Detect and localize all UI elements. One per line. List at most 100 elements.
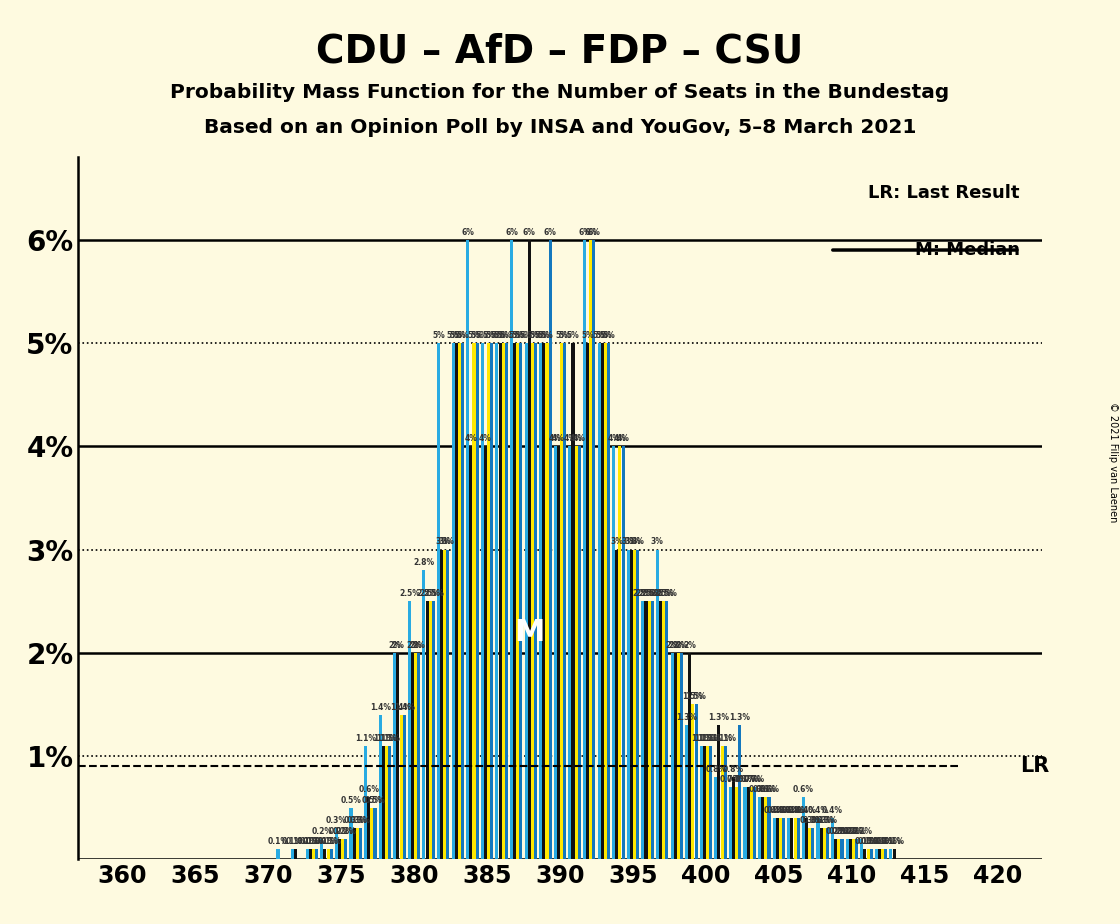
Bar	[447, 550, 449, 859]
Bar	[659, 602, 662, 859]
Bar	[403, 715, 405, 859]
Bar	[524, 343, 528, 859]
Bar	[618, 446, 622, 859]
Text: 5%: 5%	[541, 331, 553, 340]
Bar	[875, 849, 878, 859]
Text: 0.3%: 0.3%	[816, 816, 838, 825]
Bar	[718, 725, 720, 859]
Bar	[586, 343, 589, 859]
Text: 3%: 3%	[610, 538, 623, 546]
Text: 4%: 4%	[563, 434, 577, 444]
Text: 0.6%: 0.6%	[755, 785, 776, 795]
Bar	[735, 787, 738, 859]
Bar	[469, 446, 473, 859]
Bar	[753, 787, 756, 859]
Text: 5%: 5%	[567, 331, 579, 340]
Bar	[724, 746, 727, 859]
Text: 0.2%: 0.2%	[825, 827, 847, 835]
Bar	[480, 343, 484, 859]
Text: 5%: 5%	[450, 331, 463, 340]
Text: 1.5%: 1.5%	[682, 692, 703, 701]
Bar	[295, 849, 297, 859]
Text: 4%: 4%	[617, 434, 629, 444]
Bar	[510, 239, 513, 859]
Bar	[549, 239, 552, 859]
Text: 2.5%: 2.5%	[635, 589, 656, 598]
Bar	[715, 777, 717, 859]
Text: 5%: 5%	[596, 331, 608, 340]
Text: 5%: 5%	[468, 331, 480, 340]
Bar	[656, 550, 659, 859]
Bar	[673, 652, 676, 859]
Text: 0.1%: 0.1%	[286, 837, 306, 845]
Text: 0.4%: 0.4%	[769, 806, 791, 815]
Text: Probability Mass Function for the Number of Seats in the Bundestag: Probability Mass Function for the Number…	[170, 83, 950, 103]
Bar	[432, 602, 435, 859]
Text: 0.1%: 0.1%	[875, 837, 896, 845]
Text: 1.1%: 1.1%	[373, 734, 394, 743]
Text: 4%: 4%	[570, 434, 582, 444]
Text: 0.3%: 0.3%	[344, 816, 365, 825]
Text: 3%: 3%	[436, 538, 448, 546]
Text: 0.6%: 0.6%	[749, 785, 771, 795]
Bar	[505, 343, 507, 859]
Bar	[607, 343, 610, 859]
Bar	[520, 343, 522, 859]
Bar	[604, 343, 607, 859]
Bar	[491, 343, 493, 859]
Text: 2%: 2%	[412, 640, 426, 650]
Text: 0.3%: 0.3%	[814, 816, 834, 825]
Bar	[662, 602, 665, 859]
Bar	[563, 343, 567, 859]
Bar	[582, 239, 586, 859]
Text: 5%: 5%	[520, 331, 532, 340]
Bar	[553, 446, 557, 859]
Text: 0.4%: 0.4%	[764, 806, 785, 815]
Bar	[796, 818, 800, 859]
Text: 1.1%: 1.1%	[700, 734, 721, 743]
Bar	[794, 818, 796, 859]
Bar	[676, 652, 680, 859]
Text: 5%: 5%	[500, 331, 513, 340]
Bar	[455, 343, 458, 859]
Bar	[309, 849, 311, 859]
Text: 1.1%: 1.1%	[355, 734, 376, 743]
Text: 0.4%: 0.4%	[808, 806, 829, 815]
Text: 2%: 2%	[392, 640, 404, 650]
Bar	[382, 746, 385, 859]
Bar	[744, 787, 747, 859]
Text: 4%: 4%	[607, 434, 620, 444]
Bar	[344, 839, 347, 859]
Text: 0.1%: 0.1%	[860, 837, 881, 845]
Bar	[840, 839, 843, 859]
Bar	[356, 828, 358, 859]
Text: 0.6%: 0.6%	[753, 785, 773, 795]
Bar	[312, 849, 315, 859]
Text: 0.3%: 0.3%	[811, 816, 832, 825]
Text: 0.1%: 0.1%	[315, 837, 335, 845]
Text: 4%: 4%	[572, 434, 586, 444]
Text: 5%: 5%	[491, 331, 503, 340]
Text: 0.2%: 0.2%	[851, 827, 872, 835]
Bar	[846, 839, 849, 859]
Text: 0.3%: 0.3%	[326, 816, 347, 825]
Text: 0.4%: 0.4%	[767, 806, 787, 815]
Text: 6%: 6%	[461, 227, 474, 237]
Text: 0.2%: 0.2%	[837, 827, 858, 835]
Text: 0.1%: 0.1%	[884, 837, 905, 845]
Bar	[589, 239, 592, 859]
Bar	[627, 550, 629, 859]
Bar	[893, 849, 896, 859]
Text: 1.1%: 1.1%	[379, 734, 400, 743]
Text: 2.5%: 2.5%	[650, 589, 671, 598]
Text: 3%: 3%	[441, 538, 455, 546]
Bar	[513, 343, 516, 859]
Text: 0.2%: 0.2%	[333, 827, 353, 835]
Text: 0.2%: 0.2%	[829, 827, 849, 835]
Text: 6%: 6%	[578, 227, 591, 237]
Bar	[373, 808, 376, 859]
Bar	[495, 343, 498, 859]
Text: 1.3%: 1.3%	[709, 713, 729, 722]
Bar	[622, 446, 625, 859]
Text: 5%: 5%	[494, 331, 506, 340]
